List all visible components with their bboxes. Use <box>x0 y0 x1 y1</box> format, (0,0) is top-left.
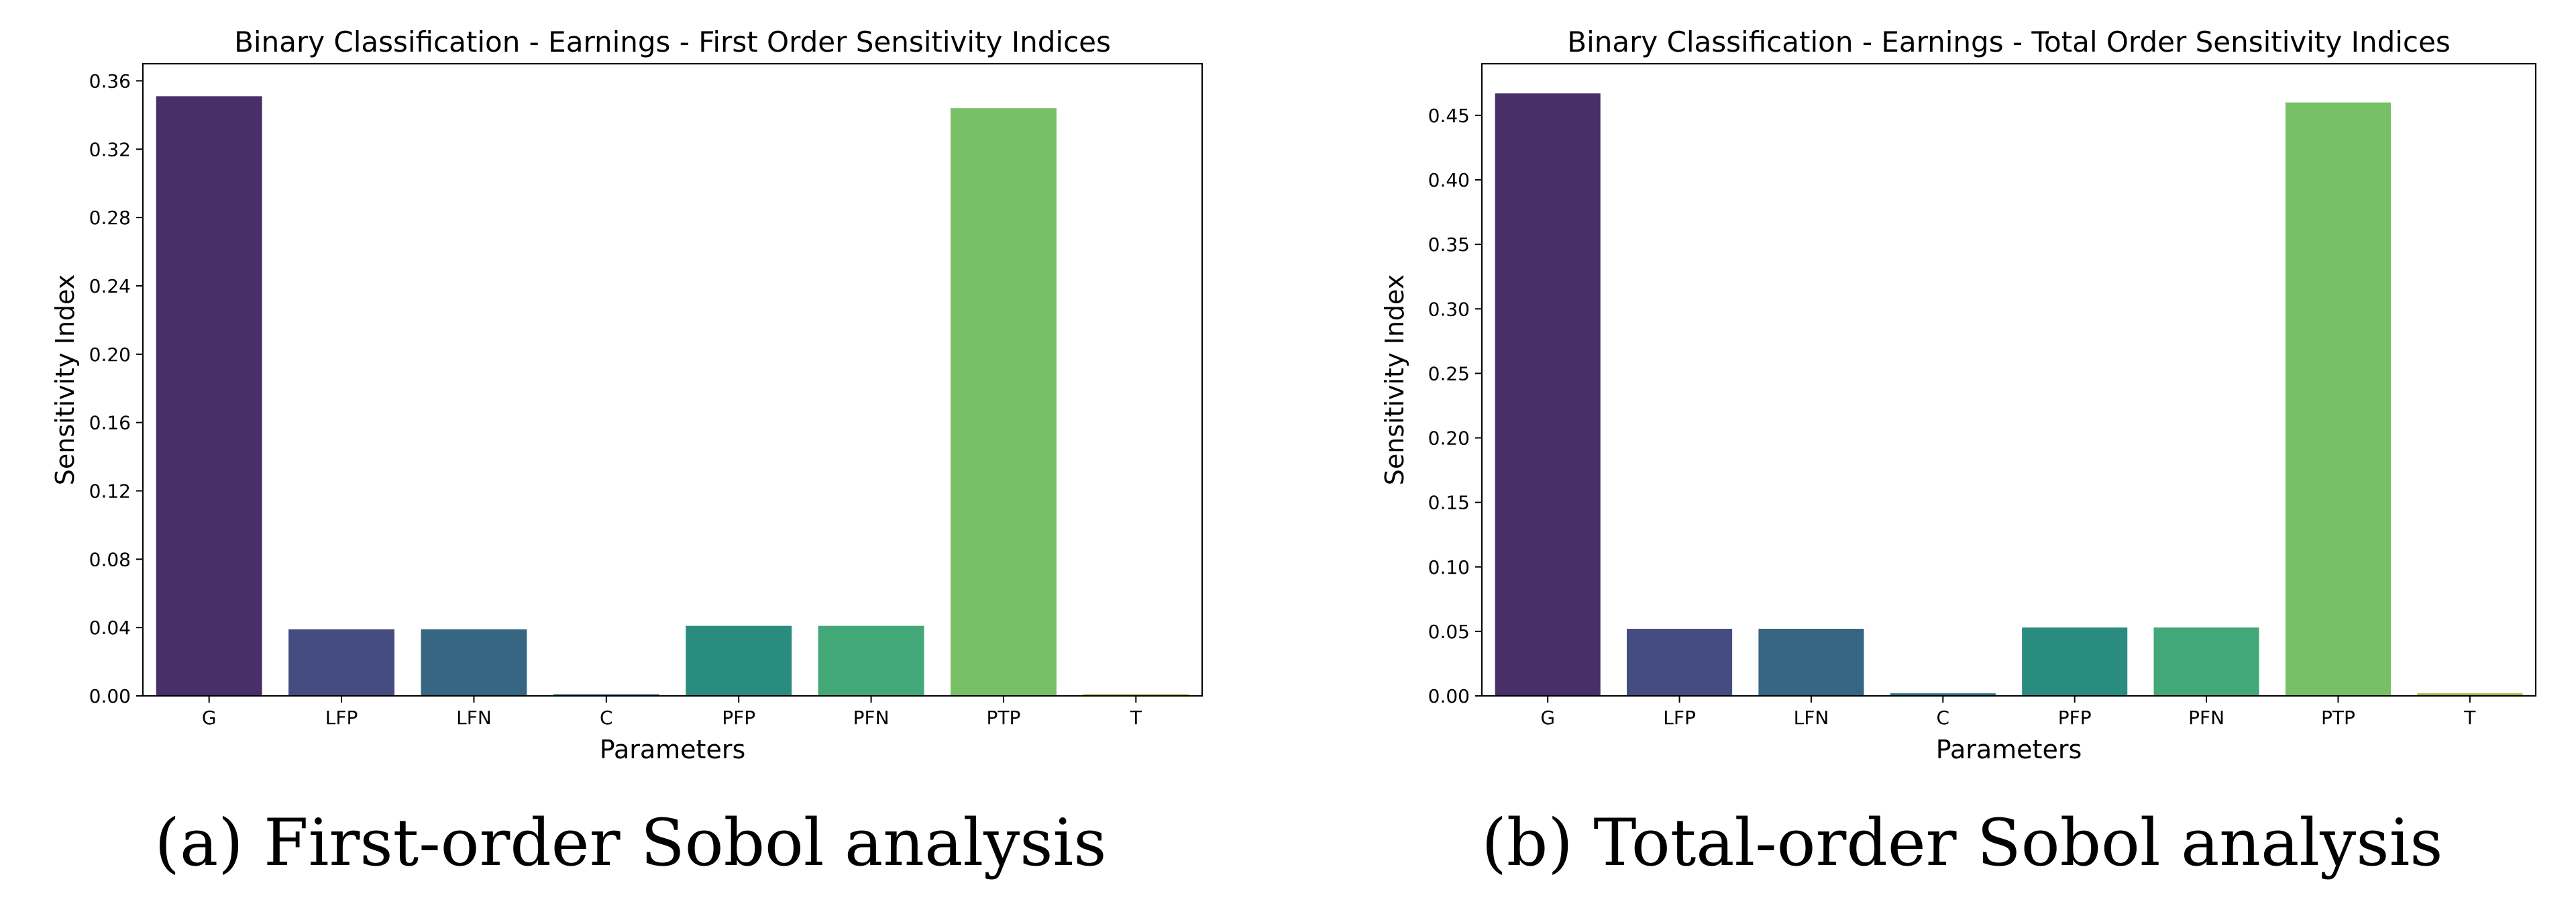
first-order-chart-panel: Binary Classification - Earnings - First… <box>50 26 1203 764</box>
y-tick-label: 0.20 <box>1428 427 1470 450</box>
bar-t <box>1083 694 1189 696</box>
y-axis-label: Sensitivity Index <box>50 274 80 486</box>
y-tick-label: 0.40 <box>1428 169 1470 191</box>
bar-g <box>1495 93 1601 697</box>
bar-pfp <box>2022 627 2128 696</box>
x-tick-label: PFP <box>2058 707 2092 729</box>
x-tick-label: T <box>2463 707 2476 729</box>
x-tick-label: T <box>1130 707 1142 729</box>
y-tick-label: 0.04 <box>89 617 131 639</box>
y-tick-label: 0.35 <box>1428 234 1470 256</box>
y-tick-label: 0.28 <box>89 207 131 229</box>
y-tick-label: 0.45 <box>1428 105 1470 127</box>
x-tick-label: LFP <box>1663 707 1696 729</box>
x-tick-label: PTP <box>2321 707 2355 729</box>
bar-t <box>2417 693 2523 696</box>
bar-pfp <box>686 625 792 696</box>
bar-c <box>1890 693 1996 696</box>
bar-c <box>553 694 659 696</box>
bar-lfn <box>421 629 527 696</box>
x-tick-label: PFP <box>722 707 755 729</box>
x-tick-label: LFN <box>456 707 492 729</box>
chart-title: Binary Classification - Earnings - Total… <box>1567 26 2450 58</box>
y-tick-label: 0.32 <box>89 138 131 160</box>
x-tick-label: C <box>1937 707 1950 729</box>
y-tick-label: 0.24 <box>89 275 131 297</box>
y-tick-label: 0.20 <box>89 344 131 366</box>
plot-frame <box>1481 63 2536 697</box>
plot-frame <box>142 63 1203 697</box>
caption-total-order: (b) Total-order Sobol analysis <box>1481 805 2443 880</box>
total-order-chart-panel: Binary Classification - Earnings - Total… <box>1335 0 2576 916</box>
x-axis-label: Parameters <box>600 735 746 764</box>
x-tick-label: G <box>1540 707 1555 729</box>
y-tick-label: 0.08 <box>89 548 131 570</box>
bar-ptp <box>2285 102 2391 696</box>
y-tick-label: 0.16 <box>89 412 131 434</box>
y-tick-label: 0.30 <box>1428 298 1470 320</box>
x-tick-label: LFP <box>325 707 358 729</box>
x-tick-label: PFN <box>853 707 890 729</box>
y-tick-label: 0.25 <box>1428 362 1470 385</box>
bar-lfp <box>288 629 395 696</box>
caption-first-order: (a) First-order Sobol analysis <box>154 805 1107 880</box>
x-tick-label: LFN <box>1794 707 1829 729</box>
x-tick-label: PTP <box>987 707 1021 729</box>
bar-lfp <box>1627 629 1733 696</box>
y-tick-label: 0.00 <box>89 685 131 707</box>
y-tick-label: 0.05 <box>1428 621 1470 643</box>
y-axis-label: Sensitivity Index <box>1380 274 1409 486</box>
bar-ptp <box>950 108 1057 697</box>
bar-g <box>156 96 262 696</box>
y-tick-label: 0.15 <box>1428 492 1470 514</box>
total-order-bar-chart: Binary Classification - Earnings - Total… <box>1380 26 2536 764</box>
bar-lfn <box>1758 629 1864 696</box>
y-tick-label: 0.00 <box>1428 685 1470 707</box>
bar-pfn <box>818 625 924 696</box>
x-tick-label: PFN <box>2188 707 2224 729</box>
x-axis-label: Parameters <box>1936 735 2082 764</box>
first-order-bar-chart: Binary Classification - Earnings - First… <box>50 26 1203 764</box>
bar-pfn <box>2153 627 2259 696</box>
x-tick-label: G <box>202 707 217 729</box>
y-tick-label: 0.36 <box>89 70 131 92</box>
x-tick-label: C <box>600 707 613 729</box>
y-tick-label: 0.10 <box>1428 556 1470 578</box>
y-tick-label: 0.12 <box>89 480 131 502</box>
chart-title: Binary Classification - Earnings - First… <box>234 26 1111 58</box>
